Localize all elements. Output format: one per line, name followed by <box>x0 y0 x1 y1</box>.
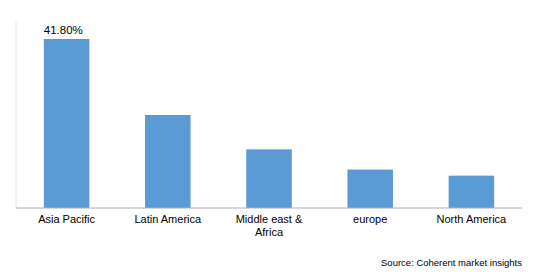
chart-container: Asia Pacific Latin America Middle east &Af… <box>0 0 538 272</box>
bars <box>44 39 494 208</box>
annotation: 41.80% <box>44 24 83 36</box>
x-tick-label: Latin America <box>134 213 202 225</box>
x-tick-label: North America <box>437 213 508 225</box>
chart: Asia Pacific Latin America Middle east &Af… <box>0 0 538 272</box>
bar <box>44 39 90 208</box>
y-axis-line <box>16 22 17 208</box>
bar <box>347 170 393 208</box>
x-axis-line <box>16 208 522 209</box>
bar <box>449 176 495 208</box>
bar <box>246 149 292 208</box>
bar <box>145 115 191 208</box>
x-tick-label: Asia Pacific <box>38 213 95 225</box>
x-tick-label: Middle east &Africa <box>236 213 303 238</box>
x-tick-label: europe <box>353 213 387 225</box>
source-text: Source: Coherent market insights <box>381 257 522 268</box>
